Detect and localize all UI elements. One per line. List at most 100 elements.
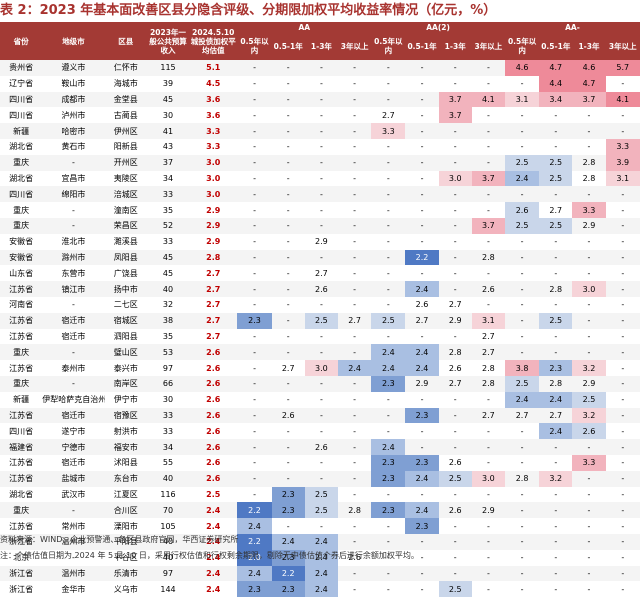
cell-province: 四川省 [0,91,43,108]
cell-aa2-term-0: 2.4 [371,439,406,455]
table-row: 湖北省 武汉市 江夏区 116 2.5-2.3 2.5- - - - - - - - - [0,486,640,503]
cell-aam-term-3: - [605,391,640,408]
cell-city: - [42,217,105,234]
table-row: 江苏省 宿迁市 沭阳县 55 2.6- - - -2.3 2.3 2.6- - -3.3- [0,454,640,471]
cell-valuation: 2.6 [189,454,238,471]
cell-aa2-term-0: - [371,423,406,440]
cell-city: 温州市 [42,533,105,550]
cell-aa2-term-1: 2.4 [405,344,439,361]
cell-aa2-term-0: - [371,202,406,218]
cell-aa-term-0: - [237,375,272,392]
cell-aam-term-1: - [539,123,573,139]
cell-budget: 33 [146,186,190,203]
cell-aam-term-1: - [539,328,573,345]
cell-province: 江苏省 [0,454,43,471]
cell-valuation: 2.4 [189,549,238,566]
cell-aa-term-0: - [237,423,272,440]
cell-aam-term-1: 2.4 [539,423,573,440]
cell-aa-term-2: 2.4 [304,565,338,582]
cell-aa-term-3: - [337,296,372,313]
cell-aa2-term-1: - [405,60,439,76]
cell-aam-term-2: - [572,533,606,550]
cell-aa2-term-0: 2.5 [371,312,406,329]
cell-aam-term-2: - [572,249,606,266]
cell-aa-term-0: - [237,454,272,471]
cell-aa-term-2: 2.5 [304,502,338,519]
cell-city: 宿迁市 [42,328,105,345]
cell-aam-term-0: - [504,249,540,266]
cell-aam-term-0: - [504,107,540,124]
cell-aam-term-0: - [504,533,540,550]
header-aam-term-2: 1-3年 [572,32,606,60]
cell-aam-term-2: - [572,344,606,361]
cell-valuation: 2.4 [189,533,238,550]
cell-aam-term-0: - [504,312,540,329]
cell-aam-term-1: 2.7 [539,407,573,424]
cell-aa2-term-1: 2.4 [405,502,439,519]
cell-aam-term-3: - [605,265,640,282]
cell-budget: 70 [146,502,190,519]
cell-province: 湖北省 [0,486,43,503]
cell-county: 泰兴市 [104,360,147,376]
table-row: 新疆 伊犁哈萨克自治州 伊宁市 30 2.6- - - - - - - -2.4 2.4 2.5- [0,391,640,408]
cell-aam-term-1: - [539,518,573,534]
cell-province: 江苏省 [0,518,43,534]
cell-aa2-term-0: - [371,328,406,345]
cell-aa2-term-2: - [438,407,472,424]
cell-aa-term-3: - [337,233,372,250]
cell-city: 泰州市 [42,360,105,376]
cell-aa2-term-1: - [405,123,439,139]
table-row: 重庆 - 开州区 37 3.0- - - - - - - -2.5 2.5 2.8 3.9 [0,154,640,171]
cell-budget: 35 [146,202,190,218]
cell-aa-term-2: 3.0 [304,360,338,376]
cell-aam-term-1: 4.7 [539,60,573,76]
cell-aa-term-2: 2.5 [304,486,338,503]
cell-province: 河南省 [0,296,43,313]
cell-aa2-term-2: - [438,217,472,234]
header-aa2-term-2: 1-3年 [438,32,472,60]
cell-aa2-term-2: 3.7 [438,91,472,108]
cell-aa2-term-3: 2.6 [471,281,505,297]
cell-budget: 30 [146,391,190,408]
cell-aa-term-2: - [304,375,338,392]
cell-aa2-term-1: - [405,486,439,503]
cell-valuation: 2.7 [189,281,238,297]
header-group-aa: AA [237,22,372,32]
cell-aa2-term-3: 3.1 [471,312,505,329]
cell-aam-term-3: - [605,486,640,503]
cell-valuation: 2.6 [189,360,238,376]
cell-aa-term-0: - [237,60,272,76]
cell-province: 江苏省 [0,407,43,424]
cell-aa-term-0: - [237,170,272,187]
cell-aa-term-2: - [304,407,338,424]
cell-aa-term-0: - [237,138,272,155]
cell-aa2-term-2: 2.9 [438,312,472,329]
table-body: 贵州省 遵义市 仁怀市 115 5.1- - - - - - - -4.6 4.7 4.6 5.7 辽宁省 鞍山… [0,60,640,597]
cell-aa-term-1: - [271,249,305,266]
cell-province: 重庆 [0,502,43,519]
cell-aa-term-3: - [337,170,372,187]
cell-aa-term-1: - [271,202,305,218]
cell-aa2-term-0: - [371,518,406,534]
cell-aam-term-2: - [572,138,606,155]
cell-county: 江夏区 [104,486,147,503]
cell-aa-term-3: - [337,60,372,76]
cell-aa-term-2: 2.4 [304,581,338,597]
table-row: 江苏省 泰州市 泰兴市 97 2.6-2.7 3.0 2.4 2.4 2.4 2.6 2.8 3.8 2… [0,360,640,376]
cell-aa-term-3: - [337,375,372,392]
cell-valuation: 2.6 [189,344,238,361]
cell-aa-term-0: 2.4 [237,518,272,534]
cell-aa-term-3: 2.7 [337,312,372,329]
cell-aam-term-1: - [539,186,573,203]
cell-aam-term-3: - [605,423,640,440]
cell-city: 宿迁市 [42,407,105,424]
cell-aa2-term-0: - [371,91,406,108]
cell-valuation: 3.0 [189,154,238,171]
cell-aa2-term-3: - [471,75,505,92]
cell-aa2-term-2: - [438,533,472,550]
cell-aa-term-1: - [271,107,305,124]
cell-aa-term-3: - [337,518,372,534]
cell-aa-term-1: - [271,391,305,408]
cell-aa-term-3: - [337,581,372,597]
cell-aa2-term-1: - [405,581,439,597]
